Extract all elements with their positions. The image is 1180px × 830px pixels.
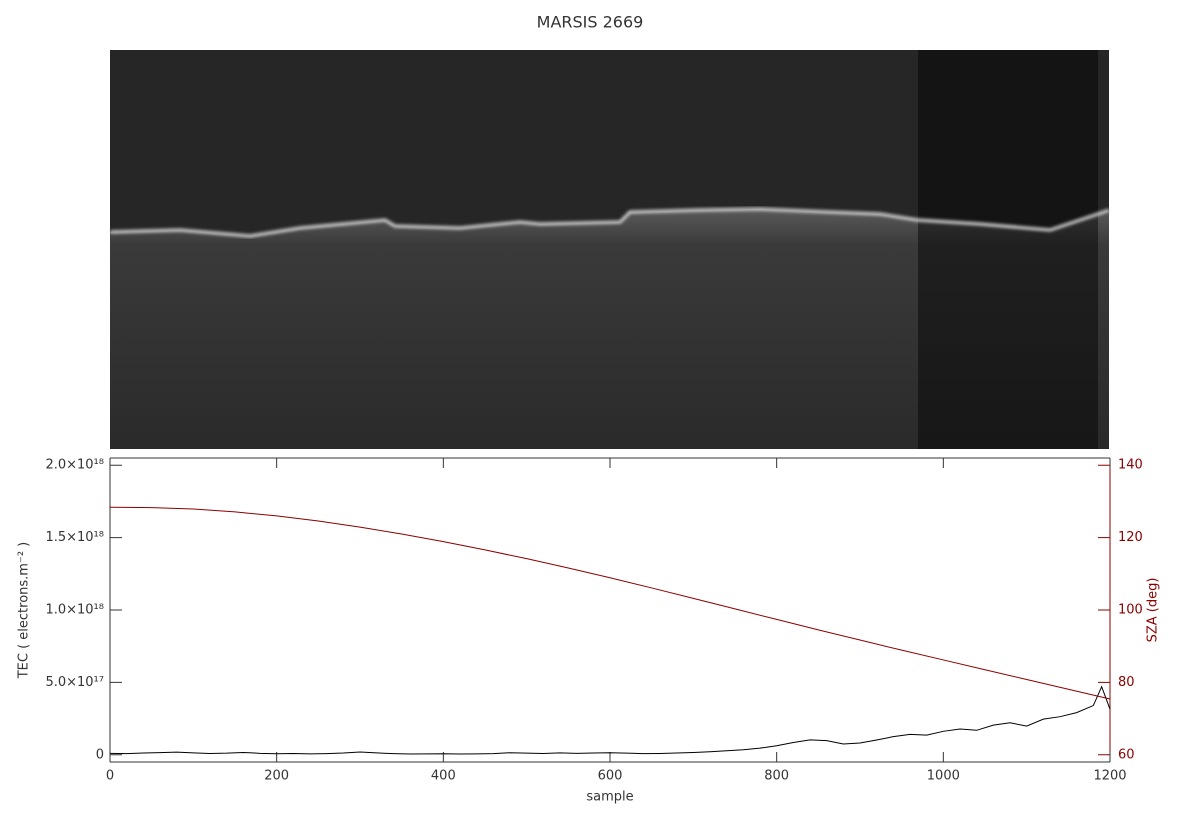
series-line [109,506,1111,700]
y2-tick-label: 80 [1118,675,1135,690]
y-axis-label: TEC ( electrons.m⁻² ) [17,542,32,680]
x-tick-label: 600 [598,769,623,784]
radargram [109,50,1110,449]
chart-title: MARSIS 2669 [537,13,644,32]
y-tick-label: 1.5×10¹⁸ [45,530,104,545]
x-tick-label: 400 [431,769,456,784]
y-tick-label: 5.0×10¹⁷ [45,675,104,690]
y-tick-label: 1.0×10¹⁸ [45,603,104,618]
x-axis-label: sample [586,790,633,805]
y-tick-label: 2.0×10¹⁸ [45,458,104,473]
y2-axis-label: SZA (deg) [1146,578,1161,643]
y2-tick-label: 120 [1118,530,1143,545]
x-tick-label: 1000 [927,769,960,784]
x-tick-label: 0 [106,769,114,784]
y-tick-label: 0 [96,747,104,762]
x-tick-label: 800 [764,769,789,784]
x-tick-label: 1200 [1093,769,1126,784]
y2-tick-label: 140 [1118,458,1143,473]
y2-tick-label: 60 [1118,747,1135,762]
y2-tick-label: 100 [1118,603,1143,618]
x-tick-label: 200 [264,769,289,784]
series-line [109,685,1111,755]
